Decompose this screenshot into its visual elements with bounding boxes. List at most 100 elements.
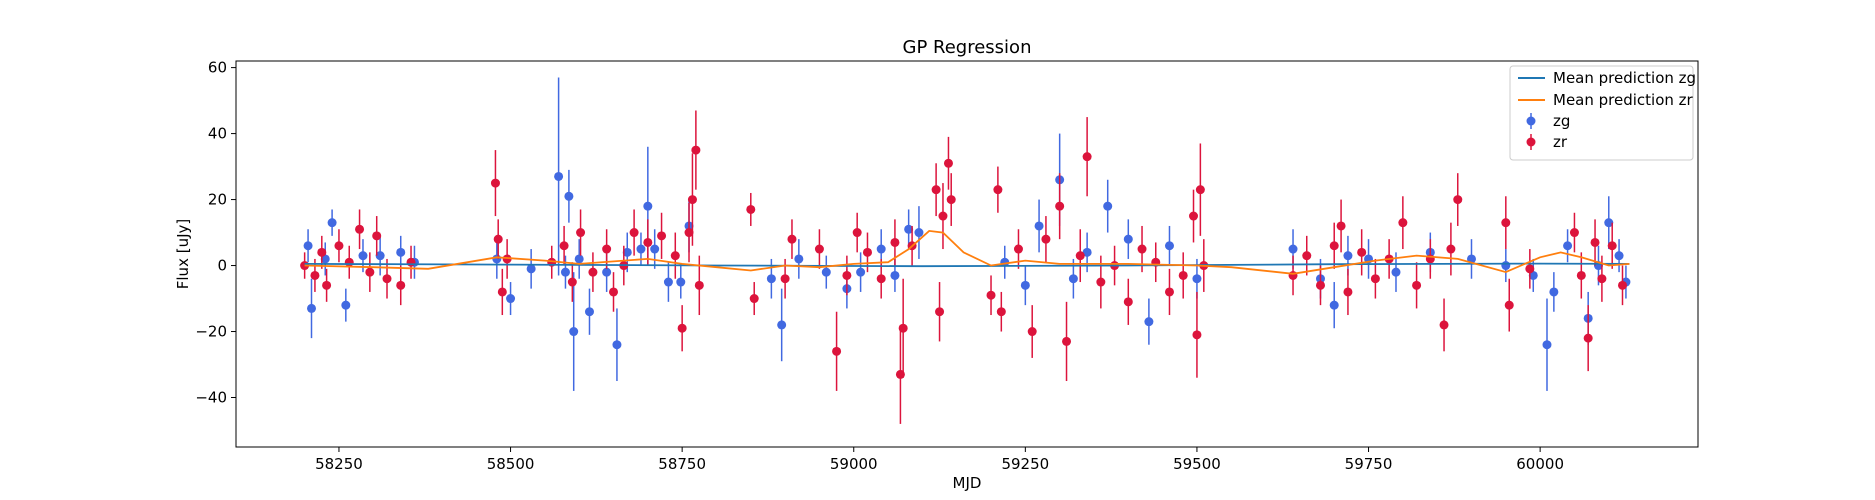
- data-point-zg: [650, 244, 660, 254]
- data-point-zr: [396, 280, 406, 290]
- data-point-zg: [375, 251, 385, 261]
- data-point-zg: [1563, 241, 1573, 251]
- data-point-zr: [372, 231, 382, 241]
- data-point-zr: [677, 323, 687, 333]
- data-point-zr: [322, 280, 332, 290]
- data-point-zr: [876, 274, 886, 284]
- data-point-zr: [1164, 287, 1174, 297]
- data-point-zg: [1103, 201, 1113, 211]
- data-point-zg: [584, 307, 594, 317]
- data-point-zr: [814, 244, 824, 254]
- y-tick-label: −20: [195, 323, 227, 341]
- data-point-zr: [1041, 234, 1051, 244]
- data-point-zr: [749, 294, 759, 304]
- data-point-zr: [842, 270, 852, 280]
- data-point-zg: [1164, 241, 1174, 251]
- data-point-zr: [1189, 211, 1199, 221]
- data-point-zg: [1068, 274, 1078, 284]
- series-zg: [303, 77, 1631, 391]
- data-point-zr: [852, 228, 862, 238]
- data-point-zr: [576, 228, 586, 238]
- x-tick-label: 58750: [658, 455, 706, 473]
- data-point-zr: [317, 247, 327, 257]
- series-zr: [300, 110, 1627, 424]
- data-point-zg: [676, 277, 686, 287]
- x-axis: 58250 58500 58750 59000 59250 59500 59750 60000: [315, 447, 1564, 473]
- data-point-zg: [358, 251, 368, 261]
- data-point-zg: [636, 244, 646, 254]
- data-point-zg: [904, 224, 914, 234]
- data-point-zg: [327, 218, 337, 228]
- data-point-zr: [1302, 251, 1312, 261]
- data-point-zr: [1123, 297, 1133, 307]
- data-point-zr: [1062, 336, 1072, 346]
- x-tick-label: 59000: [830, 455, 878, 473]
- data-point-zr: [406, 257, 416, 267]
- data-point-zg: [1501, 261, 1511, 271]
- data-point-zg: [821, 267, 831, 277]
- data-point-zg: [777, 320, 787, 330]
- data-point-zg: [554, 171, 564, 181]
- data-point-zr: [1055, 201, 1065, 211]
- data-point-zr: [938, 211, 948, 221]
- data-point-zr: [1370, 274, 1380, 284]
- data-point-zg: [622, 247, 632, 257]
- x-tick-label: 59250: [1001, 455, 1049, 473]
- data-point-zg: [1020, 280, 1030, 290]
- data-point-zr: [1336, 221, 1346, 231]
- data-point-zr: [1137, 244, 1147, 254]
- data-point-zr: [1178, 270, 1188, 280]
- y-axis: −40 −20 0 20 40 60: [195, 59, 236, 407]
- legend-swatch-zr: [1526, 137, 1536, 147]
- x-axis-label: MJD: [953, 474, 982, 492]
- data-point-zg: [856, 267, 866, 277]
- data-point-zg: [1144, 317, 1154, 327]
- data-point-zg: [341, 300, 351, 310]
- data-point-zr: [609, 287, 619, 297]
- data-point-zg: [1549, 287, 1559, 297]
- plot-area: [300, 77, 1631, 424]
- x-tick-label: 58250: [315, 455, 363, 473]
- y-axis-label: Flux [uJy]: [174, 219, 192, 289]
- data-point-zg: [396, 247, 406, 257]
- data-point-zg: [574, 254, 584, 264]
- data-point-zr: [1607, 241, 1617, 251]
- data-point-zg: [766, 274, 776, 284]
- series-line-mean-prediction-zr: [304, 229, 1630, 275]
- data-point-zr: [694, 280, 704, 290]
- data-point-zr: [1453, 195, 1463, 205]
- data-point-zr: [1343, 287, 1353, 297]
- data-point-zg: [1604, 218, 1614, 228]
- data-point-zg: [1329, 300, 1339, 310]
- data-point-zr: [643, 237, 653, 247]
- data-point-zr: [602, 244, 612, 254]
- data-point-zr: [1583, 333, 1593, 343]
- data-point-zr: [1027, 327, 1037, 337]
- chart-title: GP Regression: [903, 37, 1032, 58]
- data-point-zr: [1501, 218, 1511, 228]
- data-point-zr: [1398, 218, 1408, 228]
- data-point-zr: [946, 195, 956, 205]
- data-point-zg: [303, 241, 313, 251]
- data-point-zr: [355, 224, 365, 234]
- data-point-zr: [490, 178, 500, 188]
- x-tick-label: 58500: [487, 455, 535, 473]
- data-point-zr: [502, 254, 512, 264]
- data-point-zr: [567, 277, 577, 287]
- data-point-zr: [670, 251, 680, 261]
- data-point-zr: [943, 158, 953, 168]
- data-point-zg: [1614, 251, 1624, 261]
- data-point-zr: [935, 307, 945, 317]
- data-point-zg: [1288, 244, 1298, 254]
- data-point-zg: [876, 244, 886, 254]
- data-point-zr: [691, 145, 701, 155]
- data-point-zr: [588, 267, 598, 277]
- data-point-zr: [1075, 251, 1085, 261]
- series-mean-prediction-zg: [304, 262, 1630, 268]
- data-point-zg: [1034, 221, 1044, 231]
- data-point-zr: [1195, 185, 1205, 195]
- data-point-zr: [334, 241, 344, 251]
- legend-box: [1509, 65, 1694, 161]
- data-point-zr: [746, 204, 756, 214]
